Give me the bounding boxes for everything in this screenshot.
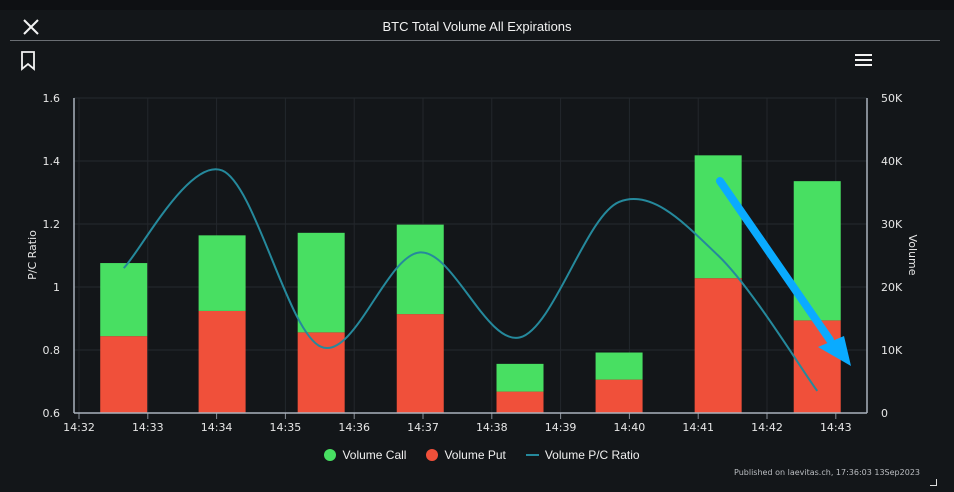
x-tick-label: 14:40 — [614, 421, 646, 434]
legend-item-pc-ratio[interactable]: Volume P/C Ratio — [525, 448, 640, 462]
legend-label-volume-put: Volume Put — [444, 448, 506, 462]
x-tick-label: 14:42 — [751, 421, 783, 434]
bars — [100, 155, 841, 413]
left-tick-label: 0.8 — [43, 344, 61, 357]
header-divider — [10, 40, 940, 41]
left-tick-label: 1.2 — [43, 218, 61, 231]
x-tick-label: 14:34 — [201, 421, 233, 434]
legend-item-volume-call[interactable]: Volume Call — [324, 448, 406, 462]
left-tick-label: 0.6 — [43, 407, 61, 420]
pc-ratio-line — [123, 168, 819, 392]
bar-volume-put — [595, 379, 643, 413]
legend-marker-volume-put — [426, 449, 439, 461]
right-tick-label: 0 — [881, 407, 888, 420]
left-tick-label: 1.6 — [43, 92, 61, 105]
bar-volume-put — [694, 278, 742, 413]
bar-volume-call — [297, 232, 345, 333]
bar-volume-put — [396, 314, 444, 413]
legend: Volume Call Volume Put Volume P/C Ratio — [0, 448, 954, 462]
x-tick-label: 14:43 — [820, 421, 852, 434]
legend-item-volume-put[interactable]: Volume Put — [426, 448, 506, 462]
bar-volume-call — [694, 155, 742, 279]
axes: 0.6 0.8 1 1.2 1.4 1.6 0 10K 20K 30K 40K 50K 14:32 14:… — [26, 92, 919, 434]
x-tick-label: 14:32 — [63, 421, 95, 434]
legend-marker-volume-call — [324, 449, 337, 461]
bar-volume-call — [198, 235, 246, 311]
left-tick-label: 1.4 — [43, 155, 61, 168]
left-axis-title: P/C Ratio — [26, 230, 39, 280]
x-tick-label: 14:39 — [545, 421, 577, 434]
x-tick-label: 14:36 — [338, 421, 370, 434]
bar-volume-call — [100, 263, 148, 337]
bar-volume-put — [496, 391, 544, 413]
bar-volume-call — [396, 224, 444, 315]
x-tick-label: 14:35 — [270, 421, 302, 434]
right-tick-label: 10K — [881, 344, 903, 357]
window-top-strip — [0, 0, 954, 10]
bar-volume-call — [496, 363, 544, 392]
annotation-arrow — [716, 177, 851, 366]
bar-volume-call — [595, 352, 643, 380]
legend-label-volume-call: Volume Call — [342, 448, 407, 462]
x-tick-label: 14:37 — [407, 421, 439, 434]
left-tick-label: 1 — [53, 281, 60, 294]
pc-ratio-line-path — [123, 168, 819, 392]
hamburger-menu-icon[interactable] — [855, 53, 873, 67]
legend-marker-pc-ratio — [525, 454, 539, 456]
legend-label-pc-ratio: Volume P/C Ratio — [544, 448, 640, 462]
right-tick-label: 30K — [881, 218, 903, 231]
right-axis-title: Volume — [906, 235, 919, 276]
resize-handle-icon[interactable] — [930, 479, 937, 486]
right-tick-label: 40K — [881, 155, 903, 168]
annotation-arrow-head — [818, 336, 851, 366]
close-icon[interactable] — [20, 16, 42, 38]
right-tick-label: 50K — [881, 92, 903, 105]
bar-volume-put — [198, 310, 246, 413]
bar-volume-put — [100, 336, 148, 413]
x-tick-label: 14:38 — [476, 421, 508, 434]
published-credit: Published on laevitas.ch, 17:36:03 13Sep… — [734, 468, 920, 477]
bookmark-icon[interactable] — [20, 51, 36, 71]
grid-lines — [74, 97, 867, 414]
annotation-arrow-shaft — [716, 177, 834, 344]
x-tick-label: 14:41 — [682, 421, 714, 434]
x-tick-label: 14:33 — [132, 421, 164, 434]
right-tick-label: 20K — [881, 281, 903, 294]
chart-title: BTC Total Volume All Expirations — [382, 19, 572, 34]
